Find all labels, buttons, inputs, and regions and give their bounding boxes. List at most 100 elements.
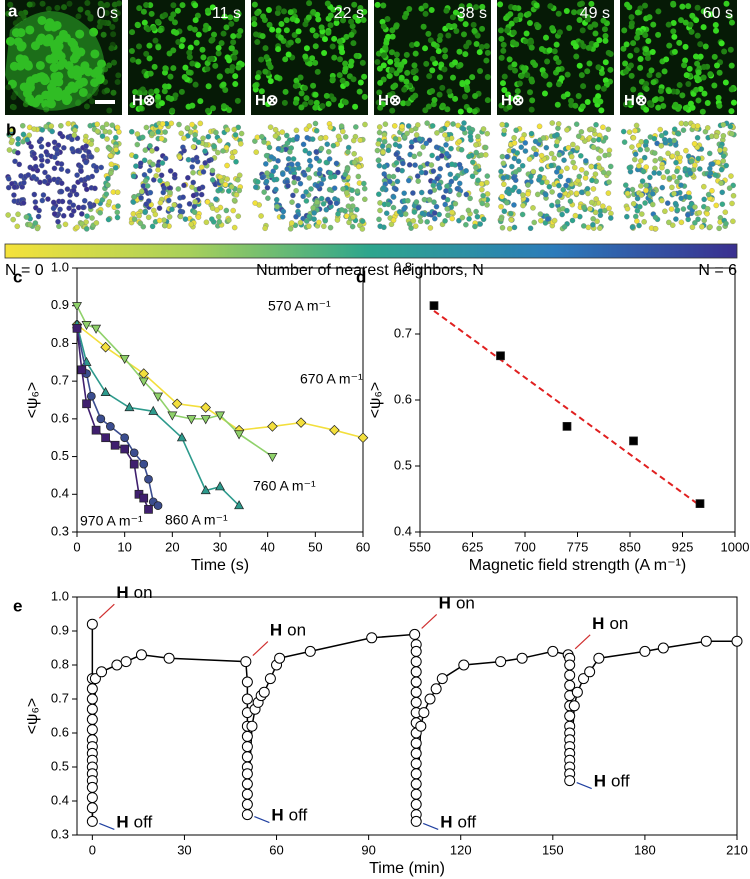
particle: [430, 168, 437, 174]
particle: [343, 33, 350, 40]
particle: [662, 130, 669, 136]
particle: [527, 225, 534, 231]
particle: [442, 132, 448, 138]
particle: [408, 144, 415, 150]
particle: [728, 86, 735, 93]
particle: [376, 162, 383, 169]
particle: [394, 61, 401, 68]
annotation-symbol: H: [592, 614, 604, 633]
particle: [262, 68, 269, 75]
particle: [691, 141, 698, 147]
marker: [200, 415, 211, 425]
marker: [410, 656, 422, 668]
particle: [561, 157, 567, 163]
particle: [718, 166, 725, 173]
particle: [185, 156, 192, 163]
marker: [129, 459, 139, 469]
particle: [262, 45, 269, 52]
particle: [422, 10, 429, 17]
particle: [636, 222, 642, 229]
particle: [422, 45, 429, 52]
particle: [88, 141, 94, 147]
particle: [645, 37, 652, 44]
particle: [312, 91, 319, 98]
particle: [663, 56, 670, 63]
particle: [689, 12, 696, 19]
particle: [265, 195, 271, 201]
particle: [141, 157, 148, 163]
particle: [89, 98, 96, 105]
particle: [500, 47, 507, 54]
particle: [723, 0, 730, 7]
particle: [585, 190, 591, 197]
particle: [646, 100, 653, 107]
particle: [274, 9, 281, 16]
particle: [529, 97, 536, 104]
marker: [410, 676, 422, 688]
particle: [642, 2, 649, 9]
particle: [685, 80, 692, 87]
particle: [263, 161, 269, 167]
particle: [178, 43, 185, 50]
particle: [153, 88, 160, 95]
particle: [295, 175, 301, 182]
particle: [139, 99, 146, 106]
particle: [602, 77, 609, 84]
particle: [11, 192, 17, 198]
particle: [438, 127, 445, 134]
particle: [51, 165, 58, 172]
particle: [728, 19, 735, 26]
particle: [155, 167, 161, 173]
particle: [309, 136, 316, 142]
particle: [549, 189, 555, 195]
particle: [36, 207, 42, 214]
particle: [287, 9, 294, 16]
particle: [428, 162, 435, 168]
marker: [96, 414, 106, 424]
particle: [228, 20, 235, 27]
particle: [149, 223, 156, 230]
particle: [57, 130, 63, 137]
particle: [231, 126, 238, 133]
particle: [546, 47, 553, 54]
particle: [406, 177, 412, 184]
particle: [137, 160, 144, 166]
particle: [682, 19, 689, 26]
particle: [142, 209, 148, 216]
particle: [275, 27, 282, 34]
particle: [218, 40, 225, 47]
particle: [56, 223, 62, 230]
annotation-leader: [252, 641, 269, 657]
particle: [141, 172, 148, 178]
marker: [639, 645, 651, 657]
particle: [655, 31, 662, 38]
particle: [339, 77, 346, 84]
marker: [171, 398, 183, 410]
particle: [93, 164, 100, 171]
particle: [262, 225, 268, 232]
particle: [393, 51, 400, 58]
particle: [162, 155, 169, 162]
particle: [405, 197, 411, 204]
particle: [449, 14, 456, 21]
particle: [362, 196, 368, 203]
particle: [424, 219, 430, 225]
y-tick-label: 0.5: [394, 457, 412, 472]
particle: [449, 215, 455, 222]
particle: [707, 11, 714, 18]
particle: [333, 20, 340, 27]
particle: [311, 216, 317, 222]
particle: [130, 173, 137, 180]
particle: [722, 209, 729, 215]
series-label: 760 A m⁻¹: [253, 478, 316, 494]
particle: [271, 176, 277, 183]
particle: [707, 165, 713, 172]
particle: [94, 121, 100, 128]
particle: [314, 199, 320, 206]
particle: [579, 8, 586, 15]
marker: [564, 669, 576, 681]
particle: [108, 170, 114, 176]
particle: [69, 146, 75, 152]
particle: [23, 214, 30, 220]
marker: [410, 815, 422, 827]
